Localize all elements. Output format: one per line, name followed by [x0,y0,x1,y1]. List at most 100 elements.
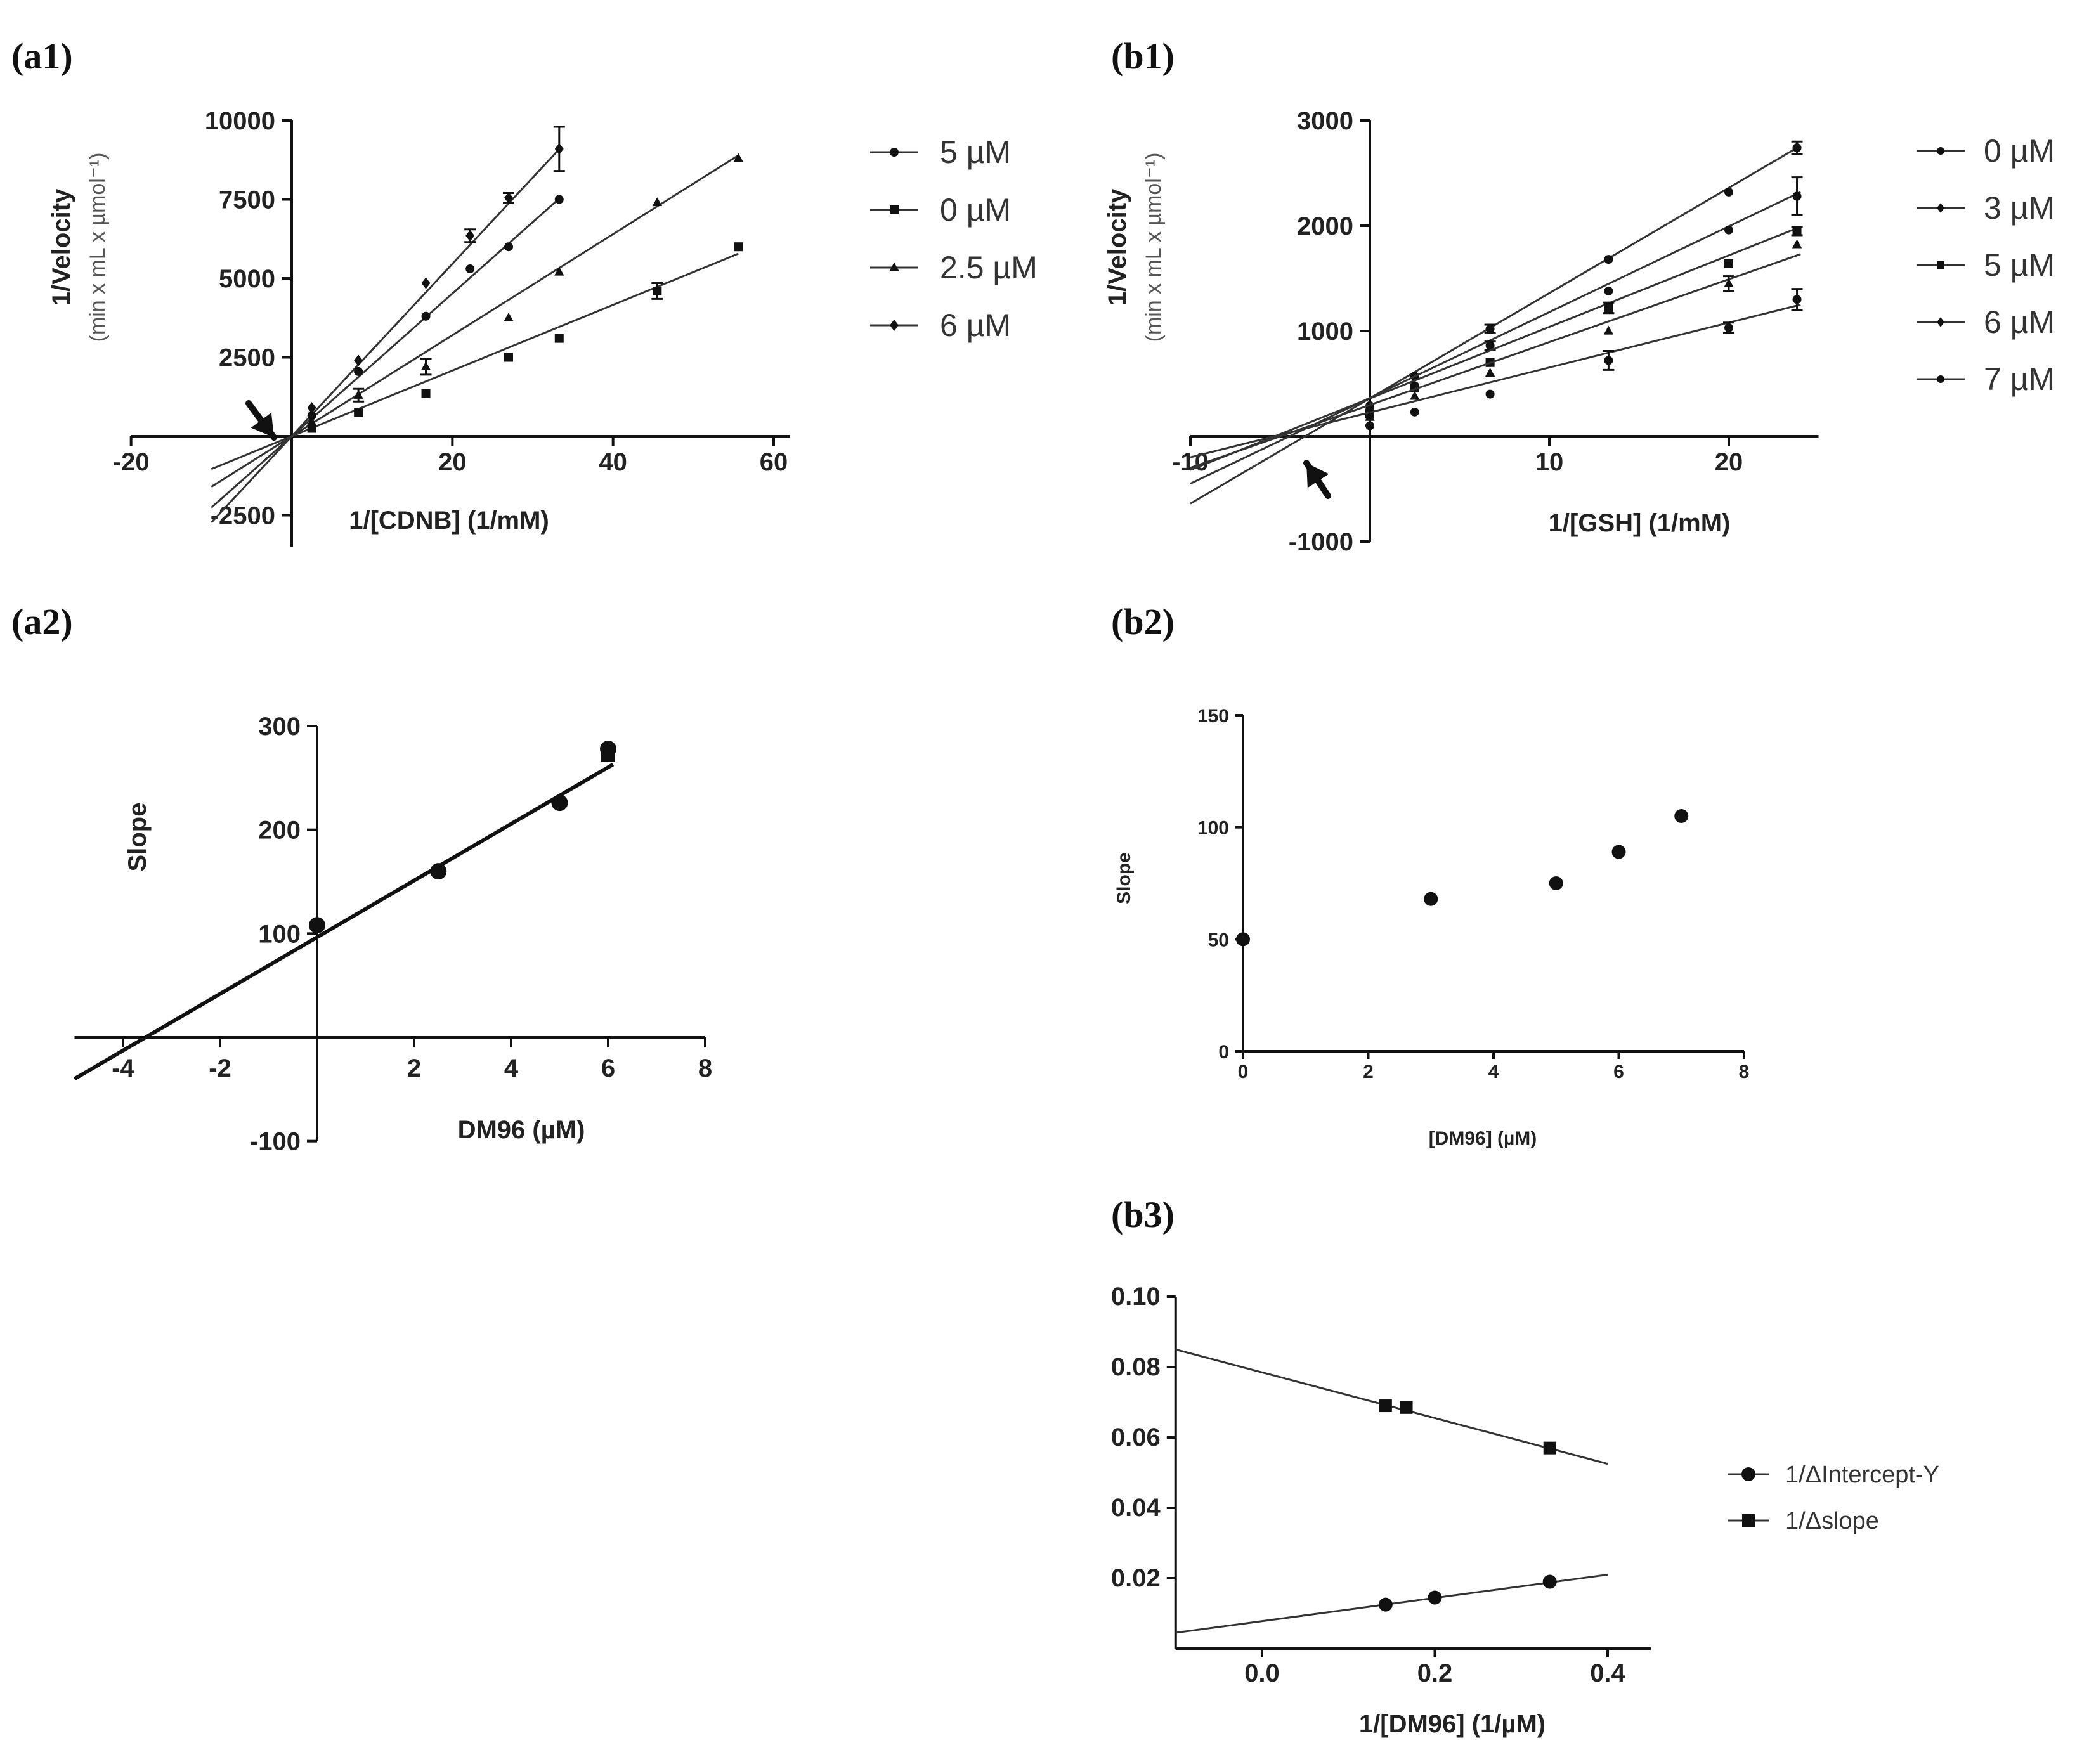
b1-y-tick-label: 3000 [1297,107,1353,135]
a2-x-tick-label: -4 [112,1054,134,1082]
a1-y-tick-label: -2500 [211,502,275,530]
a1-x-tick-label: 40 [599,448,627,476]
b1-data-point [1792,143,1802,153]
a1-legend-label: 0 µM [940,192,1011,228]
a1-legend-label: 2.5 µM [940,250,1038,285]
a2-data-point [430,863,447,880]
b1-x-tick-label: 10 [1535,448,1564,476]
a2-data-point [309,917,325,934]
b3-data-point [1428,1590,1442,1605]
a2-y-tick-label: 100 [258,920,301,948]
b3-plot: 0.0 0.2 0.4 0.02 0.04 0.06 0.08 0.10 [1111,1283,1651,1687]
b1-y-axis-units: (min x mL x µmol⁻¹) [1142,153,1166,342]
a1-data-point [421,389,431,398]
b1-data-point [1410,391,1420,400]
b3-legend-marker [1742,1514,1755,1527]
a1-data-point [421,277,431,289]
b2-data-point [1236,932,1250,947]
b3-data-point [1542,1574,1557,1589]
a1-y-tick-label: 2500 [219,344,275,372]
a1-data-point [554,266,564,276]
a1-data-point [420,361,431,371]
b1-data-point [1365,421,1374,431]
b1-data-point [1603,325,1614,335]
b2-data-point [1424,892,1438,906]
a2-x-tick-label: 8 [698,1054,712,1082]
b2-data-point [1549,876,1563,890]
b1-data-point [1485,341,1495,351]
b1-x-axis-label: 1/[GSH] (1/mM) [1549,509,1731,537]
a1-data-point [504,353,513,362]
b3-y-tick-label: 0.08 [1111,1353,1161,1381]
b3-y-tick-label: 0.04 [1111,1494,1161,1522]
b1-y-axis-label: 1/Velocity [1103,188,1131,306]
b2-x-tick-label: 2 [1363,1061,1374,1082]
b3-data-point [1378,1597,1393,1612]
b1-legend-marker [1937,317,1944,327]
b3-data-point [1400,1401,1413,1414]
b1-data-point [1604,303,1613,313]
panel-label-b1: (b1) [1111,36,1175,77]
a2-fit-line [73,762,615,1081]
a1-x-tick-label: 20 [438,448,467,476]
b3-legend-label: 1/ΔIntercept-Y [1785,1462,1939,1488]
b3-y-tick-label: 0.06 [1111,1424,1161,1451]
a1-y-tick-label: 5000 [219,265,275,293]
b1-intersection-arrow-head [1306,463,1329,488]
b1-data-point [1792,226,1802,236]
b1-data-point [1724,323,1733,333]
a1-legend-label: 6 µM [940,308,1011,343]
b1-legend: 0 µM 3 µM 5 µM 6 µM 7 µM [1917,133,2055,397]
b1-fit-line [1190,191,1801,485]
b1-data-point [1792,295,1802,304]
b3-data-point [1543,1441,1556,1455]
b1-data-point [1604,255,1613,264]
b3-y-tick-label: 0.02 [1111,1564,1161,1592]
a1-y-axis-label: 1/Velocity [48,188,75,306]
a2-x-tick-label: 6 [601,1054,615,1082]
a2-x-tick-label: 4 [504,1054,519,1082]
b2-x-tick-label: 4 [1488,1061,1499,1082]
b1-x-tick-label: -10 [1172,448,1209,476]
a1-data-point [421,311,431,321]
a1-x-axis-label: 1/[CDNB] (1/mM) [349,507,549,535]
a1-y-tick-label: 10000 [205,107,275,135]
b3-legend: 1/ΔIntercept-Y 1/Δslope [1728,1462,1939,1534]
a1-data-point [652,197,663,207]
a2-x-tick-label: 2 [407,1054,421,1082]
b1-legend-marker [1937,375,1944,383]
panel-label-a2: (a2) [11,601,73,642]
b2-x-tick-label: 8 [1739,1061,1750,1082]
a1-fit-line [211,154,739,488]
b3-x-tick-label: 0.4 [1590,1659,1625,1687]
b1-data-point [1485,324,1495,334]
b1-legend-label: 7 µM [1984,361,2055,397]
a2-x-axis-label: DM96 (µM) [458,1116,585,1144]
panel-label-a1: (a1) [11,36,73,77]
a2-data-point [600,741,616,758]
a1-legend: 5 µM 0 µM 2.5 µM 6 µM [870,134,1038,343]
a1-legend-label: 5 µM [940,134,1011,170]
b1-fit-line [1190,304,1801,458]
a1-data-point [354,354,363,366]
a1-data-point [354,408,363,417]
b2-y-tick-label: 0 [1218,1042,1229,1063]
b3-x-tick-label: 0.0 [1244,1659,1280,1687]
b1-legend-label: 6 µM [1984,304,2055,340]
a1-data-point [307,411,316,420]
b3-x-tick-label: 0.2 [1417,1659,1453,1687]
b1-legend-label: 0 µM [1984,133,2055,169]
b1-data-point [1485,368,1495,377]
b1-y-tick-label: 1000 [1297,318,1353,346]
a2-plot: -4 -2 2 4 6 8 -100 100 200 300 [73,713,712,1156]
a1-legend-marker [890,205,899,214]
b1-x-tick-label: 20 [1715,448,1743,476]
a2-y-tick-label: 200 [258,817,301,845]
b1-legend-marker [1937,147,1944,155]
a1-data-point [554,143,564,155]
a1-data-point [504,242,513,252]
a1-data-point [353,389,363,399]
b2-y-tick-label: 100 [1197,818,1229,839]
a2-y-tick-label: 300 [258,713,301,741]
